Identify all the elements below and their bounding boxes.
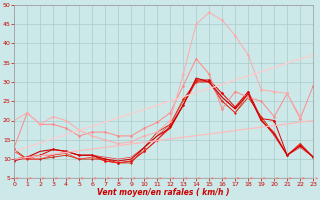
X-axis label: Vent moyen/en rafales ( km/h ): Vent moyen/en rafales ( km/h ) [97,188,230,197]
